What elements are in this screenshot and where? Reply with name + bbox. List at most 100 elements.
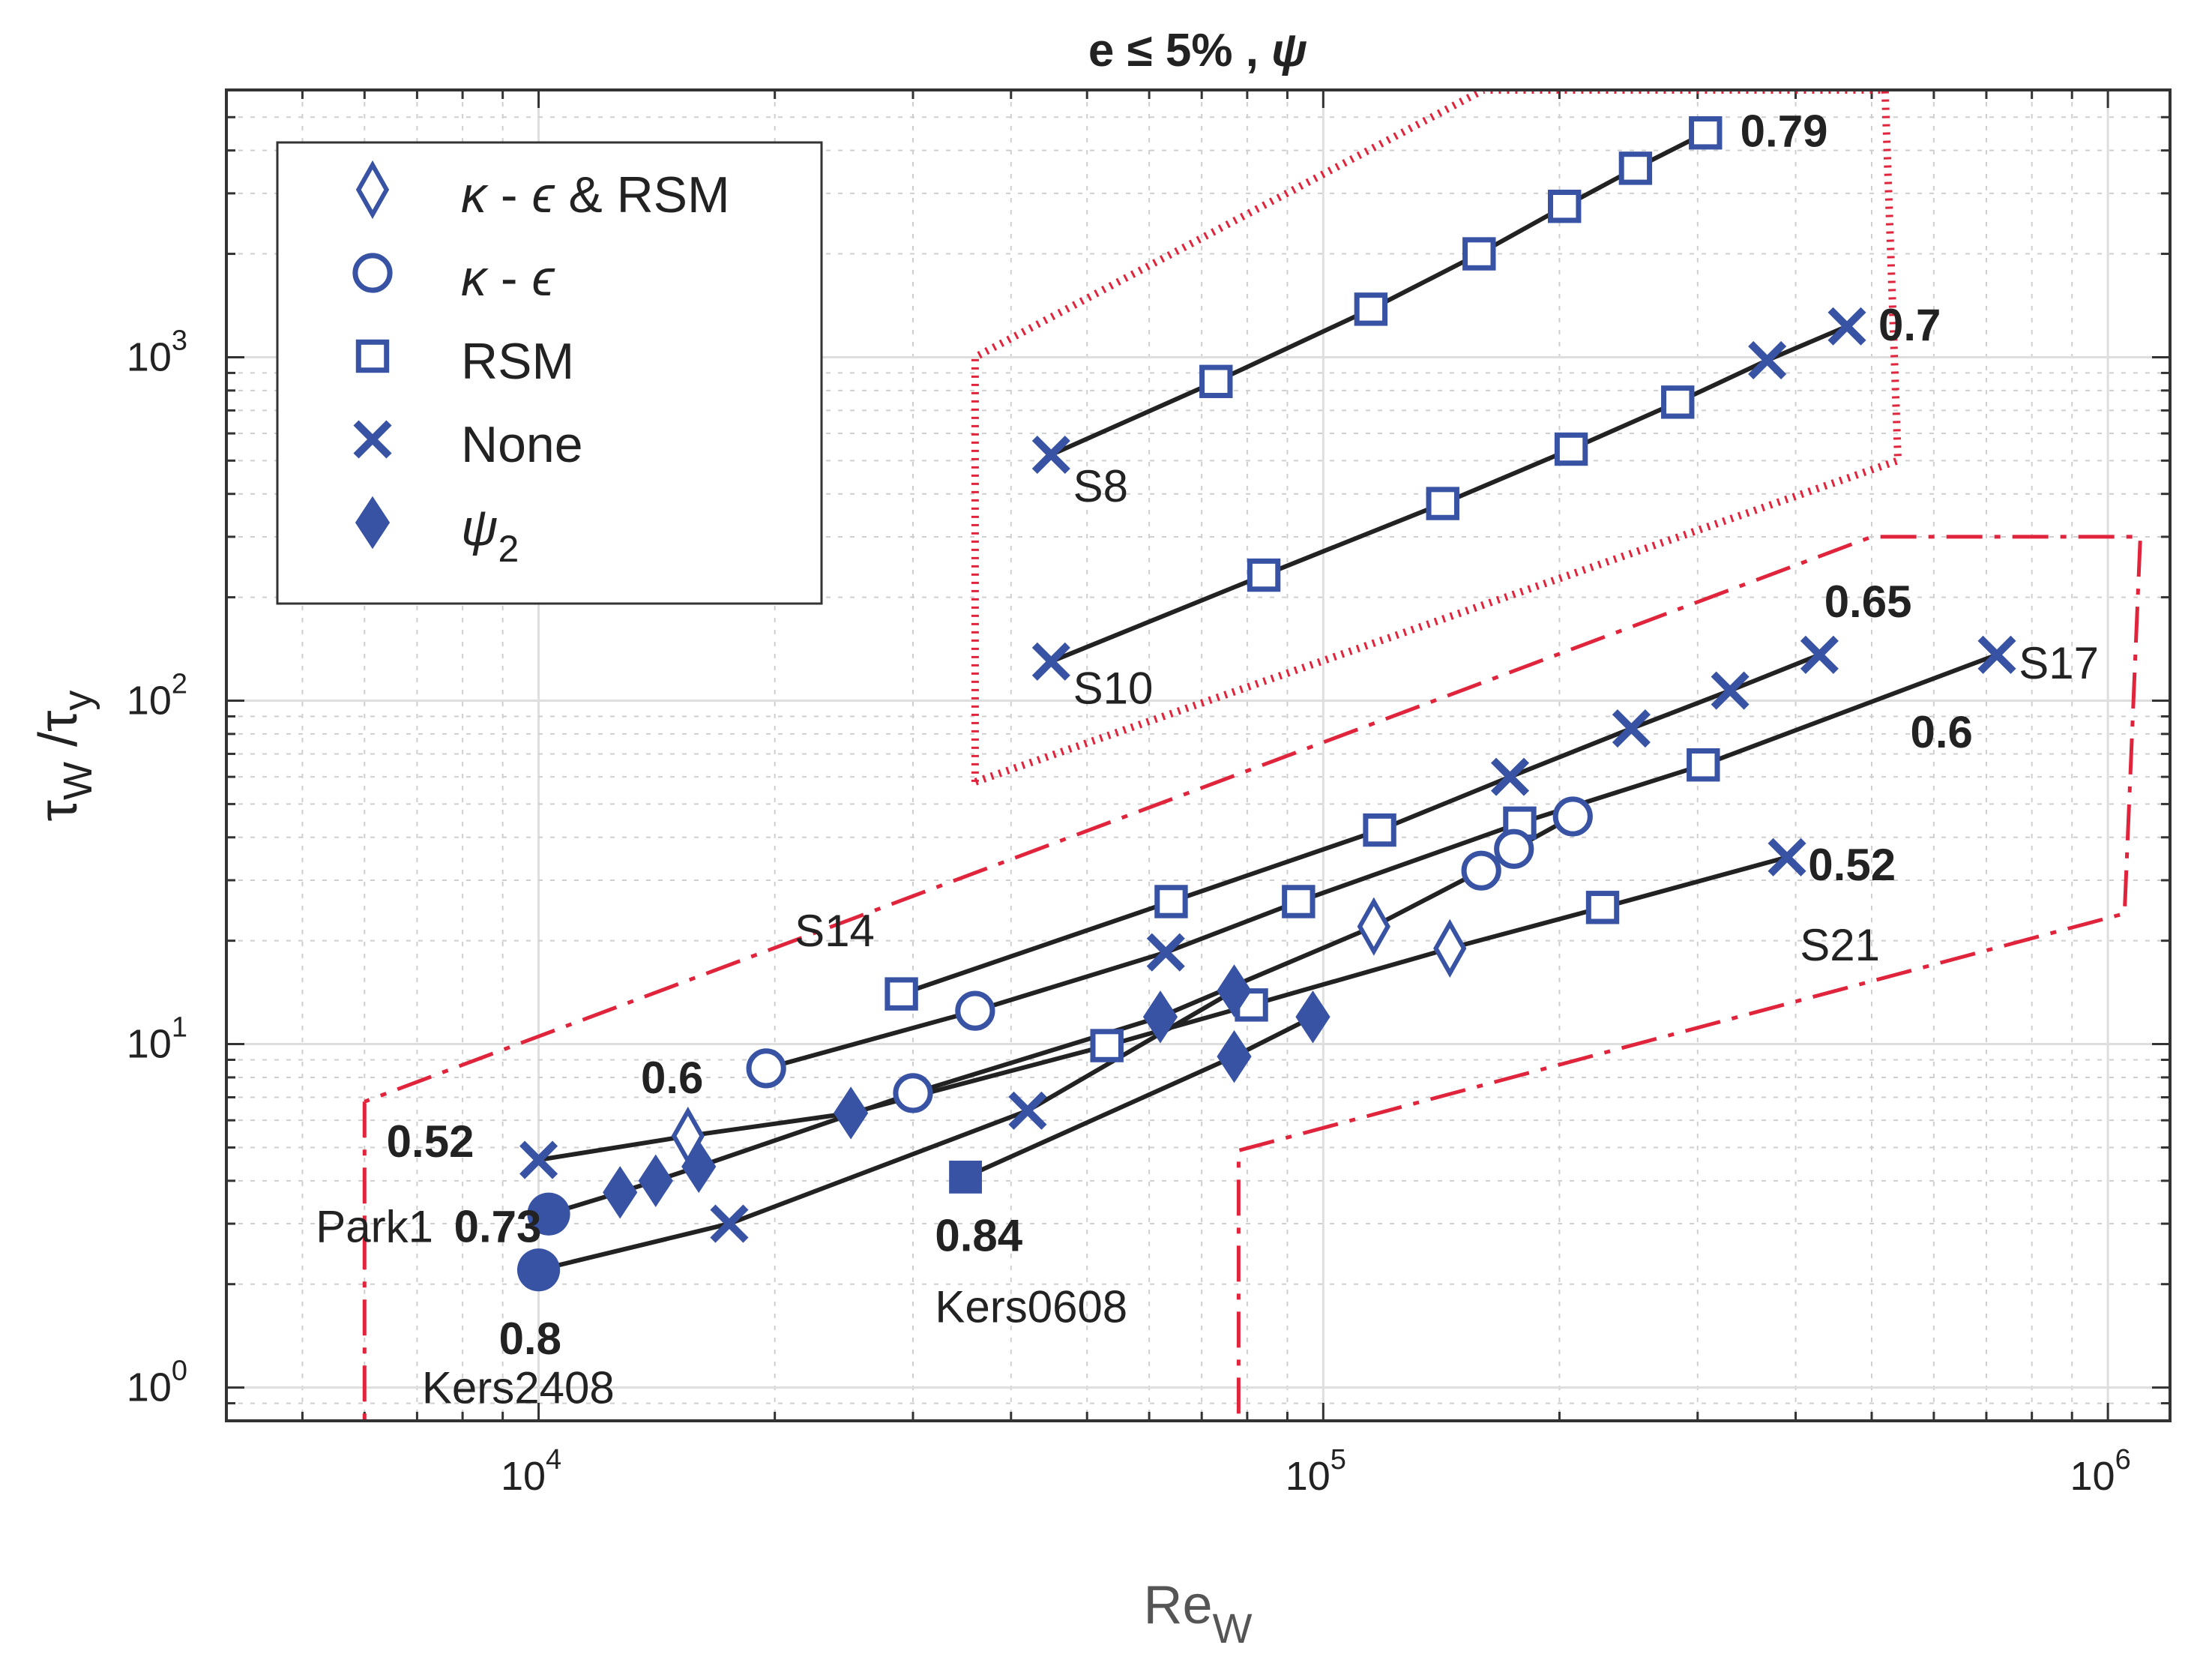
- x-axis-label: ReW: [1144, 1575, 1253, 1652]
- x-axis-label-base: Re: [1144, 1575, 1213, 1635]
- annotation-label: Kers2408: [422, 1363, 615, 1413]
- data-point-diamond-filled: [834, 1086, 869, 1140]
- data-point-square-open: [1548, 189, 1582, 223]
- series-markers: [516, 116, 2016, 1292]
- y-tick-label: 102: [127, 668, 187, 723]
- data-point-circle-open: [955, 990, 995, 1031]
- data-point-diamond-open: [355, 160, 390, 220]
- data-point-x: [1711, 671, 1750, 710]
- y-tick-label: 101: [127, 1012, 187, 1067]
- y-tick-label-base: 10: [127, 334, 172, 379]
- legend-label-none: None: [461, 416, 583, 473]
- data-point-square-open: [1282, 885, 1316, 918]
- data-point-diamond-filled: [1217, 1029, 1252, 1083]
- annotation-label: 0.7: [1878, 300, 1941, 350]
- data-point-diamond-filled: [355, 496, 391, 550]
- y-tick-label-base: 10: [127, 678, 172, 723]
- data-point-x: [1008, 1091, 1047, 1130]
- data-point-x: [1031, 435, 1070, 475]
- annotation-label: S8: [1073, 461, 1128, 511]
- annotation-label: S10: [1073, 664, 1154, 714]
- y-tick-label: 103: [127, 325, 187, 379]
- x-tick-label: 105: [1286, 1444, 1346, 1499]
- annotation-label: 0.6: [641, 1053, 703, 1103]
- annotation-label: 0.8: [499, 1314, 561, 1364]
- data-point-x: [1977, 635, 2016, 674]
- legend-entry-none: None: [353, 416, 583, 473]
- data-point-square-open: [1689, 116, 1723, 150]
- y-label-num-sub: W: [55, 762, 100, 800]
- data-point-diamond-open: [1357, 897, 1390, 956]
- legend-label-psi2: ψ2: [461, 499, 519, 570]
- y-label-den: τ: [28, 711, 88, 732]
- data-point-circle-open: [746, 1048, 786, 1089]
- data-point-circle-open: [1461, 850, 1501, 891]
- data-point-diamond-filled: [1217, 964, 1252, 1017]
- legend-x-marker: [353, 420, 392, 459]
- legend-label-rsm: RSM: [461, 333, 574, 390]
- data-point-circle-filled: [527, 1192, 570, 1236]
- annotation-label: 0.52: [1808, 840, 1896, 890]
- annotation-label: 0.73: [454, 1202, 542, 1252]
- y-tick-label-exp: 2: [172, 668, 187, 700]
- data-point-diamond-filled: [1142, 990, 1178, 1044]
- legend-label-kappa-eps-rsm: κ - ϵ & RSM: [461, 166, 730, 223]
- plot-frame: [225, 88, 2172, 1422]
- series-line-kers2408: [537, 988, 1236, 1272]
- x-tick-label-exp: 5: [1330, 1444, 1346, 1476]
- data-point-square-open: [1247, 558, 1281, 592]
- data-point-x: [353, 420, 392, 459]
- title-text-main: e ≤ 5% ,: [1088, 25, 1271, 76]
- legend-circle-open-marker: [352, 253, 393, 293]
- annotation-label: S17: [2019, 638, 2099, 688]
- y-axis-label: τW /τy: [28, 691, 100, 822]
- data-point-x: [1800, 635, 1839, 674]
- x-tick-label: 106: [2070, 1444, 2131, 1499]
- data-point-diamond-filled: [638, 1154, 673, 1208]
- y-tick-label-base: 10: [127, 1022, 172, 1067]
- x-tick-label-exp: 6: [2115, 1444, 2131, 1476]
- data-point-x: [1031, 642, 1070, 681]
- data-point-square-open: [1154, 885, 1188, 918]
- legend-entry-rsm: RSM: [355, 333, 574, 390]
- x-tick-label-base: 10: [2070, 1454, 2115, 1499]
- y-label-den-sub: y: [55, 691, 100, 711]
- annotation-label: S14: [795, 906, 875, 956]
- x-tick-label-base: 10: [1286, 1454, 1330, 1499]
- legend-entry-kappa-eps: κ - ϵ: [352, 250, 555, 307]
- y-tick-label-exp: 3: [172, 325, 187, 356]
- legend-diamond-filled-marker: [355, 496, 391, 550]
- annotation-label: 0.84: [935, 1210, 1022, 1260]
- annotation-label: 0.6: [1911, 707, 1973, 757]
- y-tick-label-exp: 1: [172, 1012, 187, 1044]
- data-point-circle-open: [352, 253, 393, 293]
- legend-entry-psi2: ψ2: [355, 496, 519, 570]
- data-point-diamond-open: [1433, 918, 1467, 978]
- data-point-square-open: [885, 977, 918, 1011]
- annotation-label: S21: [1800, 920, 1880, 970]
- y-tick-label-base: 10: [127, 1365, 172, 1410]
- annotation-label: 0.79: [1741, 106, 1828, 157]
- data-point-diamond-filled: [681, 1140, 717, 1194]
- legend-diamond-open-marker: [355, 160, 390, 220]
- y-tick-label: 100: [127, 1356, 187, 1410]
- data-point-square-open: [1090, 1029, 1124, 1062]
- data-point-square-open: [1199, 364, 1233, 398]
- data-point-x: [519, 1140, 558, 1179]
- legend-entry-kappa-eps-rsm: κ - ϵ & RSM: [355, 160, 730, 223]
- data-point-square-open: [1363, 813, 1396, 847]
- data-point-square-open: [355, 339, 390, 373]
- x-tick-label-base: 10: [501, 1454, 546, 1499]
- y-label-num: τ: [28, 800, 88, 821]
- data-point-square-open: [1687, 748, 1720, 782]
- data-point-square-open: [1462, 237, 1496, 271]
- data-point-square-open: [1585, 891, 1620, 924]
- data-point-square-open: [1554, 432, 1588, 466]
- data-point-square-open: [1661, 385, 1695, 419]
- data-point-circle-open: [1552, 796, 1593, 837]
- data-point-circle-filled: [516, 1248, 561, 1292]
- data-point-x: [1748, 340, 1787, 379]
- annotations: 0.79 0.7 S8 S10 0.65 S17 0.6 0.52 S21 S14 0.6 0.52 P…: [316, 106, 2099, 1413]
